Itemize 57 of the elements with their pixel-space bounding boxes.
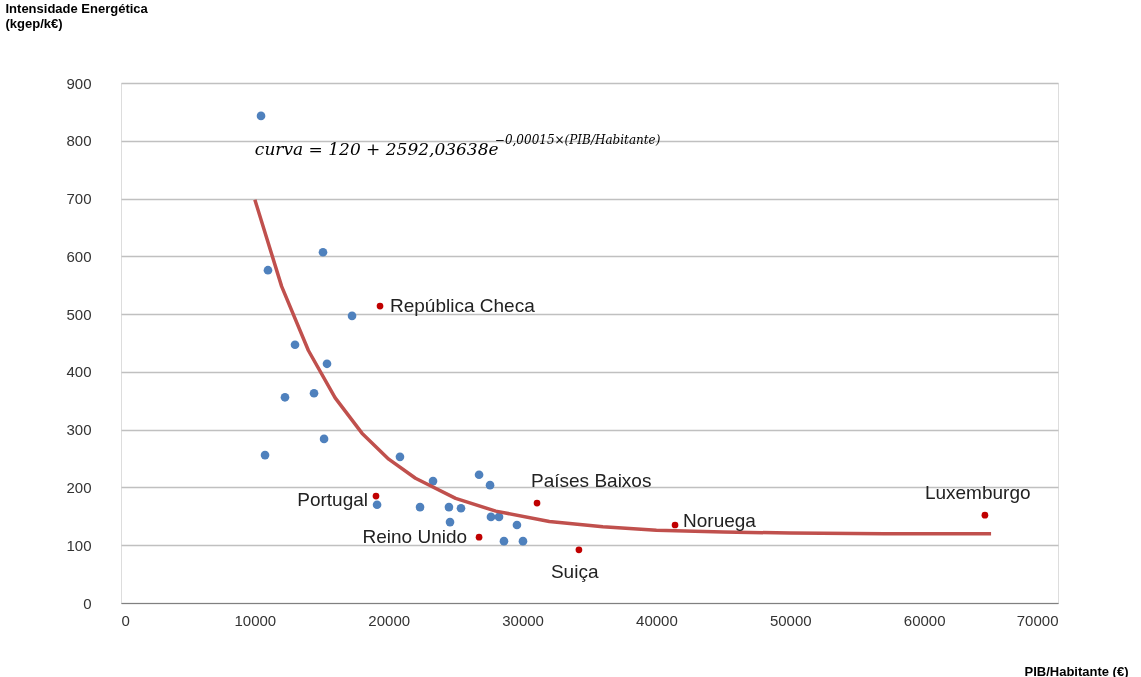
- y-tick-label: 800: [66, 132, 92, 150]
- point: [415, 502, 425, 512]
- point: [428, 476, 438, 486]
- annotation: Países Baixos: [531, 470, 652, 492]
- annotation: Reino Unido: [362, 526, 468, 548]
- point: [533, 499, 541, 507]
- point: [474, 470, 484, 480]
- point: [981, 511, 989, 519]
- y-tick-label: 500: [66, 305, 92, 323]
- x-tick-label: 30000: [502, 611, 544, 629]
- point: [445, 517, 455, 527]
- x-tick-label: 50000: [769, 611, 812, 629]
- y-tick-label: 300: [66, 421, 92, 439]
- point: [512, 520, 522, 530]
- point: [347, 311, 357, 321]
- point: [263, 265, 273, 275]
- point: [444, 502, 454, 512]
- point: [575, 546, 583, 554]
- annotation: Portugal: [297, 489, 368, 511]
- x-tick-label: 10000: [234, 611, 277, 629]
- point: [256, 111, 266, 121]
- point: [485, 480, 495, 490]
- point: [290, 340, 300, 350]
- annotation: República Checa: [390, 295, 536, 317]
- point: [372, 492, 380, 500]
- x-tick-label: 20000: [368, 611, 411, 629]
- x-tick-label: 0: [121, 611, 130, 629]
- point: [486, 512, 496, 522]
- y-tick-label: 900: [66, 74, 92, 92]
- point: [475, 533, 483, 541]
- point: [671, 521, 679, 529]
- point: [322, 359, 332, 369]
- y-tick-label: 200: [66, 478, 92, 496]
- y-tick-label: 400: [66, 363, 92, 381]
- annotation: Noruega: [683, 510, 757, 531]
- annotation: Luxemburgo: [924, 482, 1031, 504]
- point: [518, 536, 528, 546]
- point: [395, 452, 405, 462]
- x-tick-label: 60000: [903, 611, 946, 629]
- point: [499, 536, 509, 546]
- point: [318, 247, 328, 257]
- point: [319, 434, 329, 444]
- y-tick-label: 100: [66, 536, 92, 554]
- point: [494, 512, 504, 522]
- point: [309, 388, 319, 398]
- point: [280, 392, 290, 402]
- x-tick-label: 70000: [1016, 611, 1059, 629]
- point: [260, 450, 270, 460]
- y-axis-title: Intensidade Energética (kgep/k€): [5, 0, 149, 31]
- x-tick-label: 40000: [636, 611, 678, 629]
- y-tick-label: 0: [83, 594, 92, 612]
- annotation: Suiça: [550, 560, 599, 582]
- point: [376, 302, 384, 310]
- y-tick-label: 700: [66, 190, 92, 208]
- point: [372, 500, 382, 510]
- y-tick-label: 600: [66, 247, 92, 265]
- point: [456, 503, 466, 513]
